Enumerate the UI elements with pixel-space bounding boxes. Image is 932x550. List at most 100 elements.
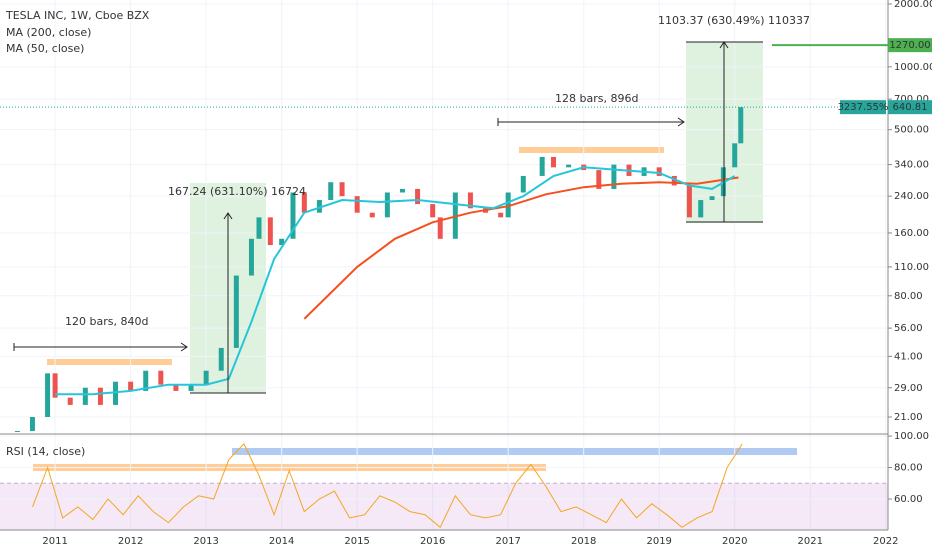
x-tick-label: 2012 bbox=[118, 536, 143, 547]
candle bbox=[14, 430, 20, 432]
candle bbox=[430, 204, 436, 218]
candle bbox=[256, 217, 262, 239]
candle bbox=[732, 143, 738, 168]
candle bbox=[566, 164, 572, 168]
chart-title: RSI (14, close) bbox=[6, 445, 85, 458]
candle bbox=[316, 200, 322, 213]
y-tick-label: 240.00 bbox=[894, 191, 929, 202]
candle bbox=[45, 373, 51, 418]
measure-line bbox=[719, 41, 729, 49]
axes: 2011 2012 2013 2014 2015 2016 2017 2018 2019 2020… bbox=[42, 0, 932, 547]
y-tick-label: 29.00 bbox=[894, 383, 923, 394]
range-arrow bbox=[677, 117, 685, 127]
x-tick-label: 2016 bbox=[420, 536, 445, 547]
candle bbox=[29, 417, 35, 431]
y-tick-label: 110.00 bbox=[894, 262, 929, 273]
candle bbox=[113, 381, 119, 405]
candle bbox=[505, 192, 511, 218]
annotation: 120 bars, 840d bbox=[65, 315, 148, 328]
candle bbox=[218, 347, 224, 371]
candle bbox=[596, 170, 602, 189]
candle bbox=[415, 188, 421, 205]
last-change-label: 3237.55% bbox=[838, 102, 889, 113]
y-tick-label: 340.00 bbox=[894, 160, 929, 171]
highlight bbox=[519, 147, 664, 153]
candle bbox=[611, 164, 617, 189]
candle bbox=[656, 167, 662, 176]
candle bbox=[301, 192, 307, 213]
candle bbox=[290, 192, 296, 239]
candle bbox=[339, 182, 345, 197]
y-tick-label: 500.00 bbox=[894, 125, 929, 136]
x-tick-label: 2020 bbox=[722, 536, 747, 547]
candle bbox=[354, 196, 360, 213]
annotation: 167.24 (631.10%) 16724 bbox=[168, 185, 306, 198]
last-change-label-bg bbox=[840, 100, 886, 115]
y-tick-label: 80.00 bbox=[894, 291, 923, 302]
candle bbox=[369, 212, 375, 218]
x-tick-label: 2021 bbox=[797, 536, 822, 547]
highlight bbox=[47, 359, 172, 365]
candle bbox=[128, 381, 134, 391]
last-price-label-bg bbox=[888, 100, 932, 115]
last-price-label: 640.81 bbox=[893, 102, 928, 113]
highlight bbox=[232, 448, 797, 455]
legend-entry: MA (200, close) bbox=[6, 26, 91, 39]
candle bbox=[328, 182, 334, 201]
candle bbox=[188, 384, 194, 391]
candle bbox=[203, 370, 209, 385]
candle bbox=[738, 107, 744, 144]
rsi-line bbox=[32, 443, 743, 529]
y-tick-label: 2000.00 bbox=[894, 0, 932, 10]
x-tick-label: 2018 bbox=[571, 536, 596, 547]
x-tick-label: 2022 bbox=[873, 536, 898, 547]
candle bbox=[520, 175, 526, 193]
candle bbox=[437, 217, 443, 239]
y-tick-label: 1000.00 bbox=[894, 62, 932, 73]
ma-line bbox=[55, 166, 736, 396]
x-tick-label: 2015 bbox=[344, 536, 369, 547]
rsi-band bbox=[0, 483, 888, 530]
y-tick-label: 80.00 bbox=[894, 463, 923, 474]
chart-title: TESLA INC, 1W, Cboe BZX bbox=[5, 9, 150, 22]
measure-line bbox=[223, 212, 233, 220]
x-tick-label: 2011 bbox=[42, 536, 67, 547]
annotation: 1103.37 (630.49%) 110337 bbox=[658, 14, 810, 27]
ma-line bbox=[303, 176, 739, 320]
target-label-bg bbox=[888, 38, 932, 53]
y-tick-label: 41.00 bbox=[894, 351, 923, 362]
candle bbox=[52, 373, 58, 398]
legend-entry: MA (50, close) bbox=[6, 42, 84, 55]
y-tick-label: 60.00 bbox=[894, 494, 923, 505]
y-tick-label: 100.00 bbox=[894, 431, 929, 442]
candle bbox=[233, 275, 239, 348]
candle bbox=[498, 212, 504, 218]
candle bbox=[248, 238, 254, 276]
candle bbox=[709, 196, 715, 201]
candle bbox=[173, 384, 179, 391]
annotation: 128 bars, 896d bbox=[555, 92, 638, 105]
candle bbox=[467, 192, 473, 209]
y-tick-label: 21.00 bbox=[894, 412, 923, 423]
y-tick-label: 160.00 bbox=[894, 228, 929, 239]
x-tick-label: 2013 bbox=[193, 536, 218, 547]
candle bbox=[67, 397, 73, 405]
plot bbox=[0, 0, 888, 530]
x-tick-label: 2014 bbox=[269, 536, 294, 547]
candle bbox=[698, 200, 704, 218]
candle bbox=[671, 175, 677, 186]
candle bbox=[267, 217, 273, 246]
x-tick-label: 2017 bbox=[495, 536, 520, 547]
candle bbox=[399, 188, 405, 193]
candle bbox=[279, 238, 285, 246]
y-tick-label: 700.00 bbox=[894, 94, 929, 105]
drawings bbox=[13, 41, 763, 394]
candle bbox=[384, 192, 390, 218]
candle bbox=[550, 156, 556, 168]
y-tick-label: 56.00 bbox=[894, 323, 923, 334]
x-tick-label: 2019 bbox=[646, 536, 671, 547]
range-arrow bbox=[180, 342, 188, 352]
candle bbox=[539, 156, 545, 176]
